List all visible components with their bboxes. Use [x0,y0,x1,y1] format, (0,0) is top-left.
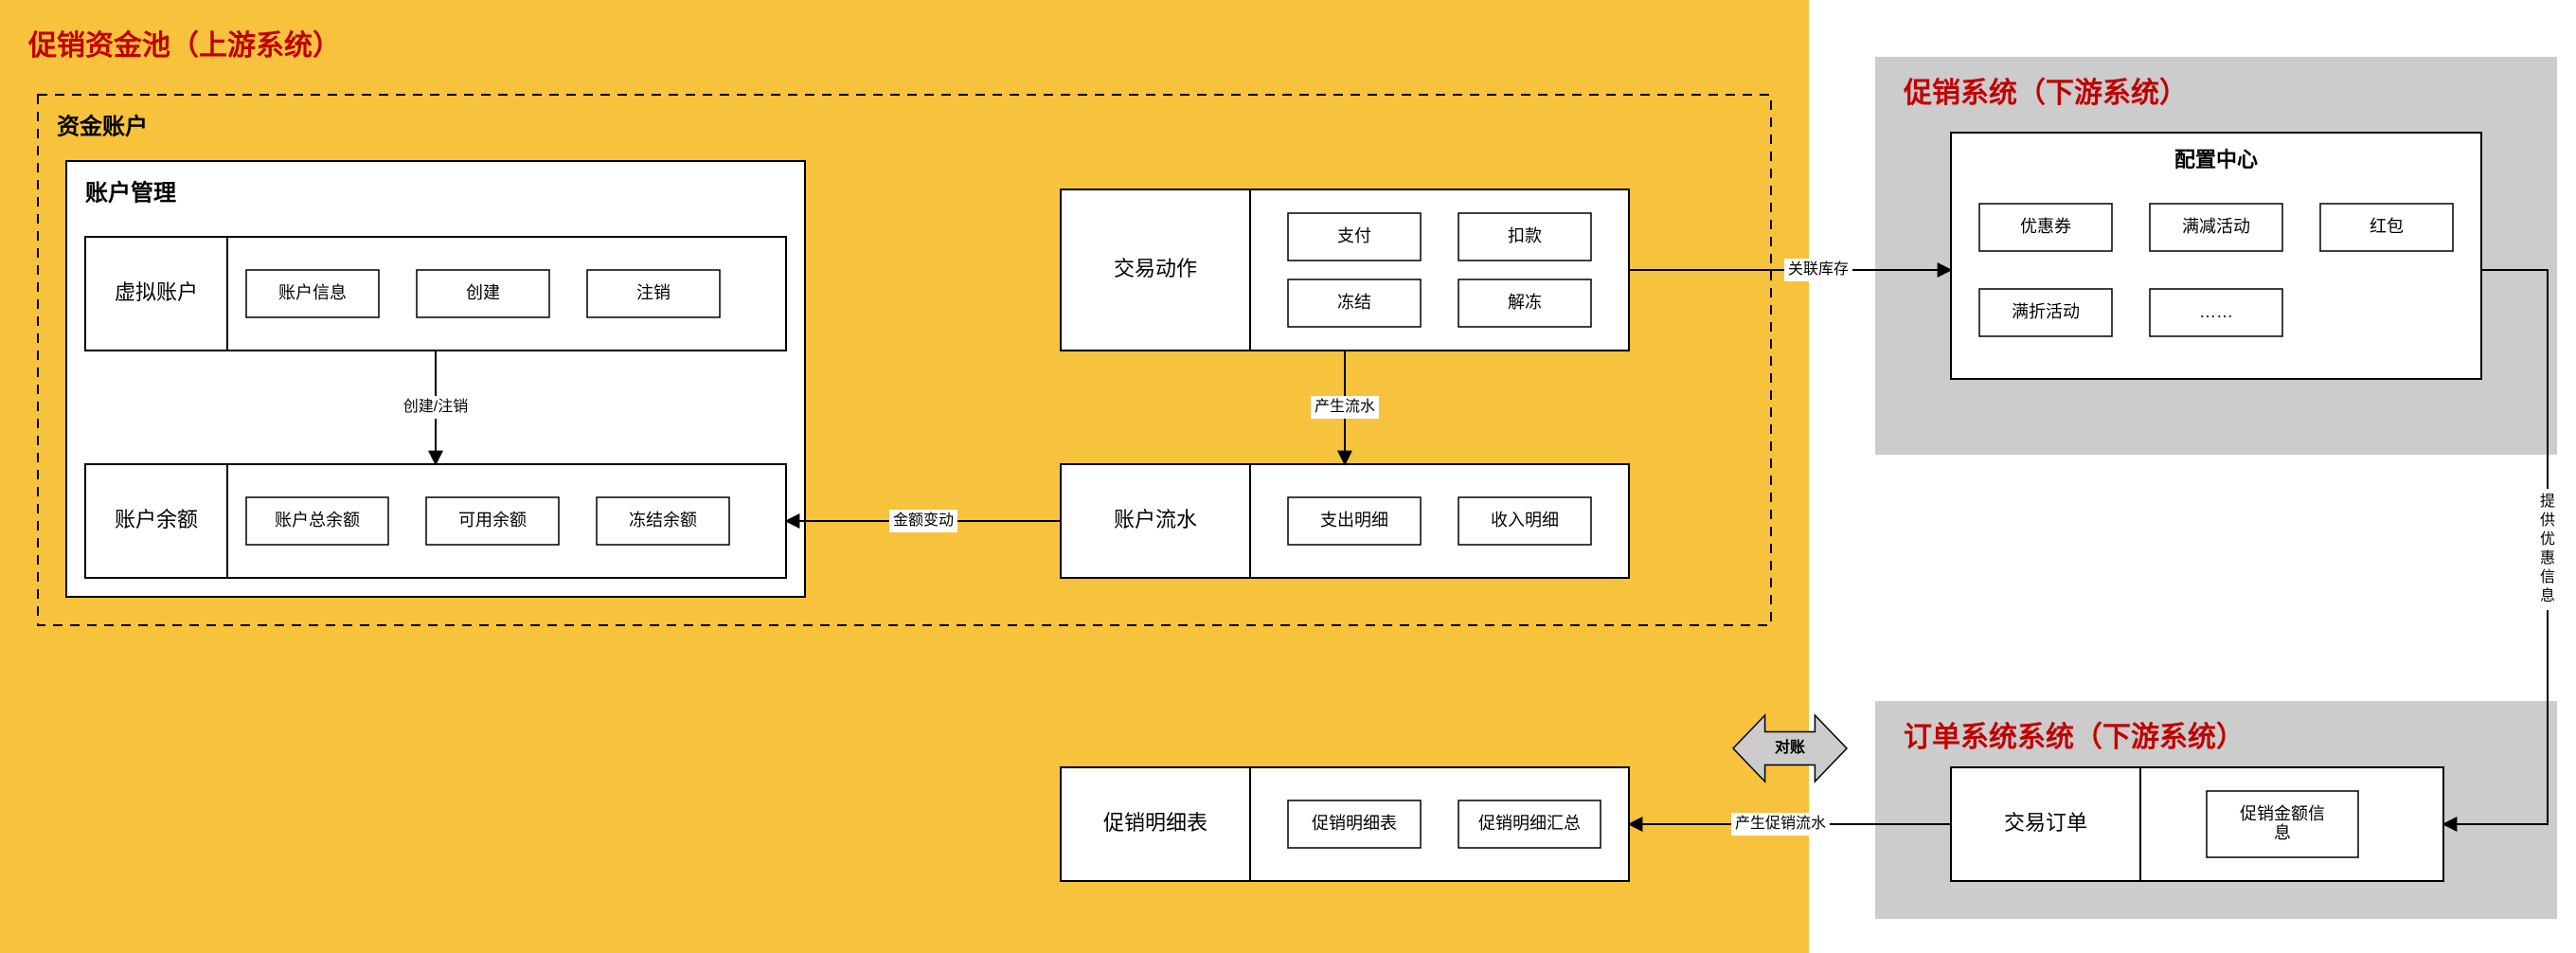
account-balance-leaf-0: 账户总余额 [275,511,360,530]
config-leaf-0: 优惠券 [2020,217,2071,236]
e_order_to_promo_detail-label: 产生促销流水 [1735,815,1826,832]
trade-order-title: 交易订单 [2004,811,2087,835]
e_config_to_order-label-char-0: 提 [2540,493,2555,510]
trade-action-leaf-3: 解冻 [1508,293,1542,312]
virtual-account-leaf-1: 创建 [466,283,500,302]
order-system-title: 订单系统系统（下游系统） [1904,721,2245,753]
config-leaf-1: 满减活动 [2182,217,2250,236]
virtual-account-leaf-0: 账户信息 [278,283,347,302]
account-balance-title: 账户余额 [115,508,198,531]
config-leaf-4: …… [2199,302,2233,321]
upstream-title: 促销资金池（上游系统） [27,29,341,62]
account-balance-leaf-2: 冻结余额 [629,511,697,530]
account-balance-leaf-1: 可用余额 [458,511,527,530]
account-mgmt-title: 账户管理 [85,179,176,206]
e_config_to_order-label-char-1: 供 [2540,512,2555,529]
e_config_to_order-label-char-3: 惠 [2540,549,2555,566]
double-arrow-label: 对账 [1775,738,1805,756]
account-flow-title: 账户流水 [1114,508,1197,531]
account-flow-leaf-1: 收入明细 [1491,511,1559,530]
e_flow_to_balance-label: 金额变动 [893,512,954,529]
e_trade_to_config-label: 关联库存 [1788,261,1849,278]
promo-detail-leaf-0: 促销明细表 [1312,814,1397,833]
promo-system-title: 促销系统（下游系统） [1903,77,2188,109]
promo-detail-title: 促销明细表 [1103,811,1208,835]
trade-action-leaf-1: 扣款 [1508,226,1542,245]
trade-action-leaf-0: 支付 [1337,226,1371,245]
promo-detail-leaf-1: 促销明细汇总 [1478,814,1581,833]
config-leaf-2: 红包 [2370,217,2404,236]
virtual-account-leaf-2: 注销 [636,283,671,302]
config-center-title: 配置中心 [2174,148,2258,171]
fund-account-title: 资金账户 [57,113,148,139]
e_virtual_to_balance-label: 创建/注销 [403,398,468,415]
account-flow-leaf-0: 支出明细 [1320,511,1388,530]
config-leaf-3: 满折活动 [2012,302,2080,321]
trade-order-leaf-0-line-1: 息 [2274,823,2291,842]
e_config_to_order-label-char-2: 优 [2540,530,2555,548]
trade-action-title: 交易动作 [1114,257,1197,280]
trade-action-leaf-2: 冻结 [1337,293,1371,312]
e_config_to_order-label-char-5: 息 [2540,587,2555,604]
e_trade_to_flow-label: 产生流水 [1315,398,1375,415]
system-architecture-diagram: 促销资金池（上游系统） 促销系统（下游系统） 订单系统系统（下游系统） 资金账户账户管… [0,0,2576,953]
e_config_to_order-label-char-4: 信 [2540,568,2555,585]
virtual-account-title: 虚拟账户 [115,280,198,304]
trade-order-leaf-0-line-0: 促销金额信 [2240,804,2325,823]
